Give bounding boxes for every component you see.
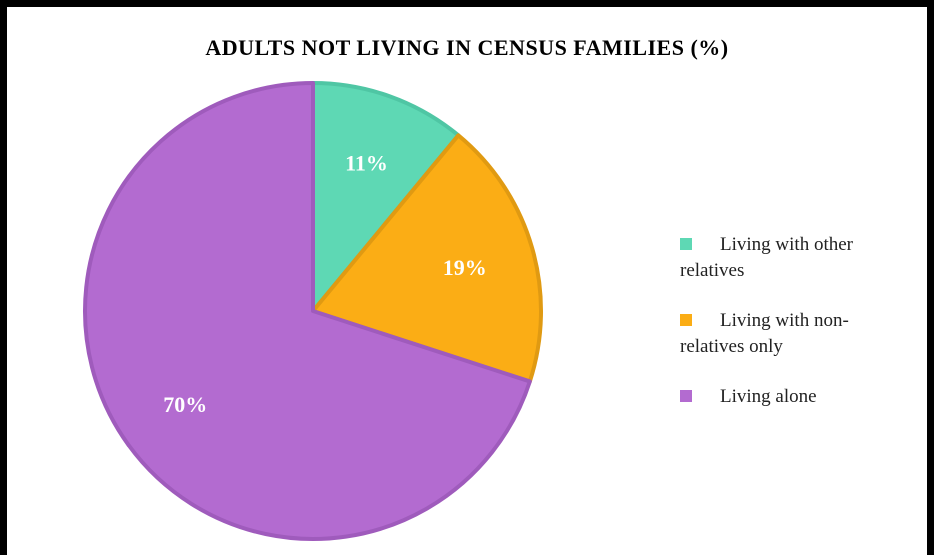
slice-value-label-2: 70% (163, 392, 207, 417)
legend-swatch (680, 314, 692, 326)
legend-label: Living alone (720, 386, 817, 407)
slice-value-label-1: 19% (443, 255, 487, 280)
legend-item-non-relatives: Living with non-relatives only (664, 308, 904, 384)
slice-value-label-0: 11% (345, 150, 388, 175)
legend-swatch (680, 390, 692, 402)
pie-slice-2 (83, 81, 532, 541)
pie-slice-0 (311, 81, 461, 313)
pie-slice-1 (311, 133, 543, 384)
chart-title: ADULTS NOT LIVING IN CENSUS FAMILIES (%) (205, 35, 729, 60)
pie-slices (83, 81, 543, 541)
legend-label: Living with other relatives (680, 234, 853, 281)
pie-labels: 11% 19% 70% (163, 150, 487, 417)
legend: Living with other relatives Living with … (664, 232, 904, 460)
legend-item-living-alone: Living alone (664, 384, 904, 460)
legend-swatch (680, 238, 692, 250)
legend-item-other-relatives: Living with other relatives (664, 232, 904, 308)
legend-label: Living with non-relatives only (680, 310, 849, 357)
